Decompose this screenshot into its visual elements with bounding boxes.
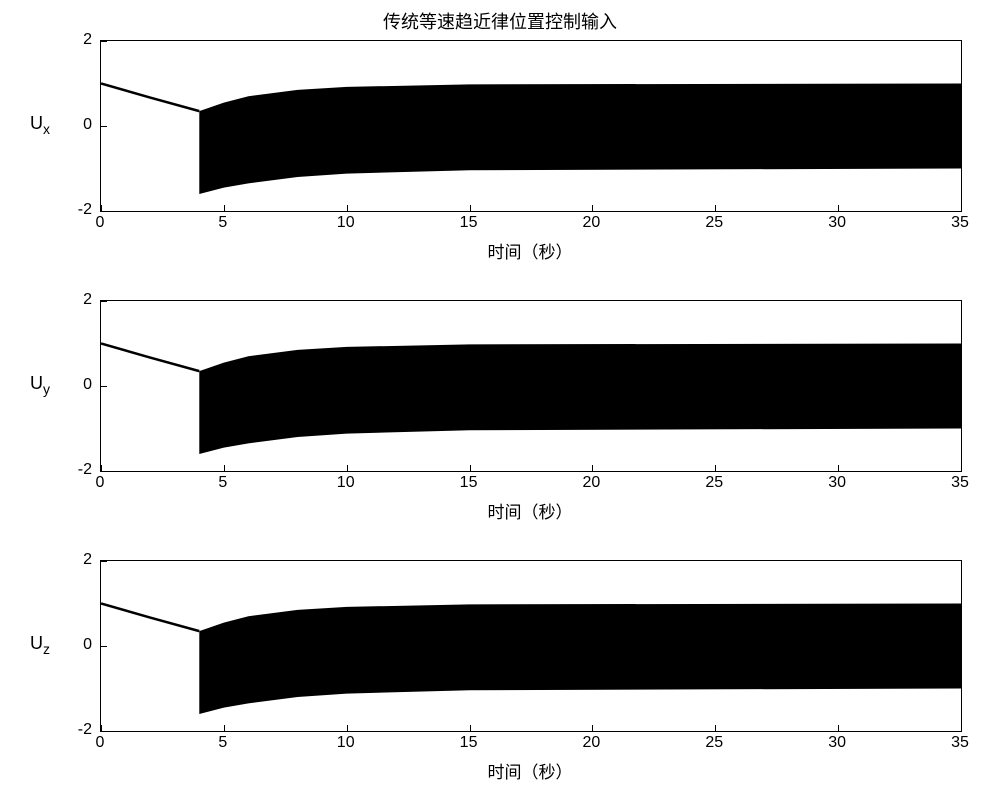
xlabel-1: 时间（秒） bbox=[100, 498, 960, 523]
xtick: 10 bbox=[337, 730, 355, 752]
xtick: 35 bbox=[951, 210, 969, 232]
xlabel-2: 时间（秒） bbox=[100, 758, 960, 783]
xtick: 20 bbox=[583, 210, 601, 232]
figure: 传统等速趋近律位置控制输入 Ux -20205101520253035时间（秒）… bbox=[0, 0, 1000, 793]
subplot-0: Ux -20205101520253035时间（秒） bbox=[100, 40, 960, 210]
subplot-1: Uy -20205101520253035时间（秒） bbox=[100, 300, 960, 470]
figure-title: 传统等速趋近律位置控制输入 bbox=[0, 8, 1000, 34]
ytick-mark bbox=[101, 646, 107, 647]
ytick-mark bbox=[101, 301, 107, 302]
ytick: 0 bbox=[83, 116, 100, 134]
xtick: 25 bbox=[705, 470, 723, 492]
plot-area-0 bbox=[100, 40, 962, 212]
ytick-mark bbox=[101, 41, 107, 42]
xtick: 5 bbox=[218, 210, 227, 232]
xtick: 30 bbox=[828, 210, 846, 232]
plot-area-1 bbox=[100, 300, 962, 472]
xlabel-0: 时间（秒） bbox=[100, 238, 960, 263]
xtick: 35 bbox=[951, 730, 969, 752]
ylabel-1: Uy bbox=[30, 373, 50, 397]
xtick: 20 bbox=[583, 730, 601, 752]
plot-area-2 bbox=[100, 560, 962, 732]
xtick: 25 bbox=[705, 730, 723, 752]
xtick: 10 bbox=[337, 210, 355, 232]
xtick: 15 bbox=[460, 730, 478, 752]
ytick-mark bbox=[101, 126, 107, 127]
xtick: 15 bbox=[460, 470, 478, 492]
xtick: 0 bbox=[96, 210, 105, 232]
xtick: 25 bbox=[705, 210, 723, 232]
xtick: 0 bbox=[96, 470, 105, 492]
ytick-mark bbox=[101, 386, 107, 387]
ytick: 2 bbox=[83, 551, 100, 569]
ytick-mark bbox=[101, 561, 107, 562]
ytick: 0 bbox=[83, 636, 100, 654]
xtick: 30 bbox=[828, 730, 846, 752]
xtick: 15 bbox=[460, 210, 478, 232]
ytick: 2 bbox=[83, 31, 100, 49]
xtick: 35 bbox=[951, 470, 969, 492]
xtick: 0 bbox=[96, 730, 105, 752]
xtick: 20 bbox=[583, 470, 601, 492]
ytick: 2 bbox=[83, 291, 100, 309]
ylabel-2: Uz bbox=[30, 633, 50, 657]
subplot-2: Uz -20205101520253035时间（秒） bbox=[100, 560, 960, 730]
xtick: 10 bbox=[337, 470, 355, 492]
xtick: 30 bbox=[828, 470, 846, 492]
xtick: 5 bbox=[218, 470, 227, 492]
xtick: 5 bbox=[218, 730, 227, 752]
ylabel-0: Ux bbox=[30, 113, 50, 137]
ytick: 0 bbox=[83, 376, 100, 394]
